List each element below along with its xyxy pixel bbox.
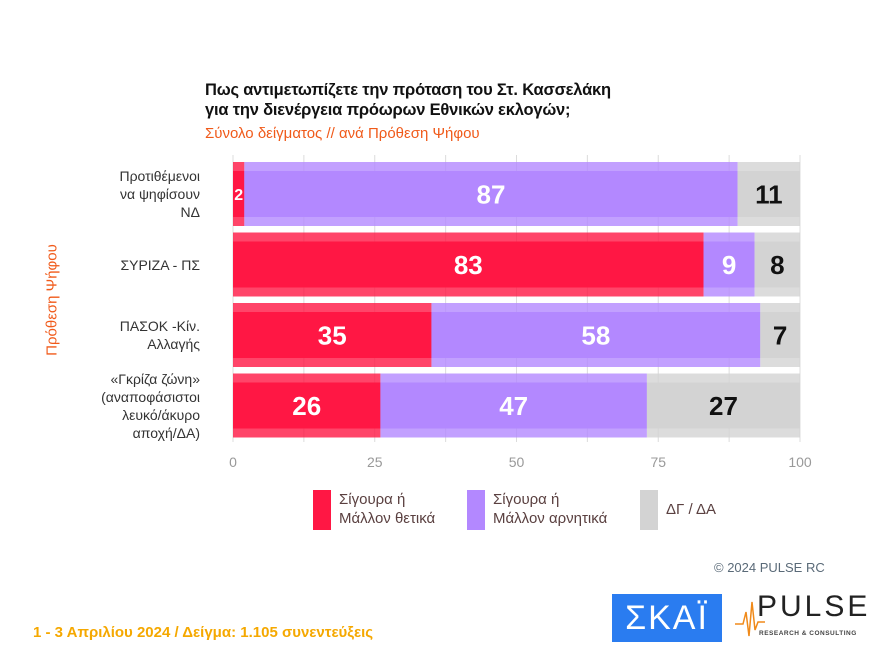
pulse-logo: PULSE RESEARCH & CONSULTING [735,590,867,642]
legend-swatch [640,490,658,530]
legend-item: Σίγουρα ή Μάλλον θετικά [313,490,435,530]
bar-segment-core [380,382,647,429]
x-tick-label: 100 [788,454,812,470]
bar-segment-core [760,312,800,358]
chart-title: Πως αντιμετωπίζετε την πρόταση του Στ. Κ… [205,80,611,120]
bar-segment-core [646,382,800,429]
data-label: 47 [499,391,528,421]
legend-swatch [313,490,331,530]
data-label: 27 [709,391,738,421]
title-line-2: για την διενέργεια πρόωρων Εθνικών εκλογ… [205,101,571,119]
legend-item: Σίγουρα ή Μάλλον αρνητικά [467,490,607,530]
data-label: 2 [234,187,243,204]
data-label: 8 [770,250,784,280]
bar-segment-core [703,241,755,288]
bar-segment-core [233,312,432,358]
legend-label: ΔΓ / ΔΑ [666,501,716,518]
bar-segment-core [431,312,761,358]
bar-segment-core [233,171,245,217]
bar-segment-core [244,171,738,217]
data-label: 11 [755,179,783,209]
data-label: 35 [318,320,347,350]
bar-segment-core [233,382,381,429]
legend-item: ΔΓ / ΔΑ [640,490,716,530]
legend-label: Σίγουρα ή Μάλλον αρνητικά [493,491,608,527]
category-label: ΣΥΡΙΖΑ - ΠΣ [120,256,200,273]
x-tick-label: 25 [367,454,383,470]
bar-segment-core [754,241,800,288]
x-tick-label: 75 [650,454,666,470]
data-label: 87 [477,179,506,209]
data-label: 26 [292,391,321,421]
bar-segment-core [737,171,800,217]
category-label: ΠΑΣΟΚ -Κίν. Αλλαγής [119,318,200,352]
x-tick-label: 50 [509,454,525,470]
data-label: 58 [581,320,610,350]
footer-sample-info: 1 - 3 Απριλίου 2024 / Δείγμα: 1.105 συνε… [33,624,374,641]
x-tick-label: 0 [229,454,237,470]
title-line-1: Πως αντιμετωπίζετε την πρόταση του Στ. Κ… [205,81,611,99]
data-label: 7 [773,320,787,350]
legend-label: Σίγουρα ή Μάλλον θετικά [339,491,436,527]
legend-swatch [467,490,485,530]
skai-logo: ΣΚΑΪ [612,594,722,642]
copyright: © 2024 PULSE RC [714,560,825,575]
category-label: «Γκρίζα ζώνη» (αναποφάσιστοι λευκό/άκυρο… [101,370,200,441]
data-label: 9 [722,250,736,280]
bar-segment-core [233,241,704,288]
category-label: Προτιθέμενοι να ψηφίσουν ΝΔ [119,168,200,220]
data-label: 83 [454,250,483,280]
chart-subtitle: Σύνολο δείγματος // ανά Πρόθεση Ψήφου [205,125,480,142]
